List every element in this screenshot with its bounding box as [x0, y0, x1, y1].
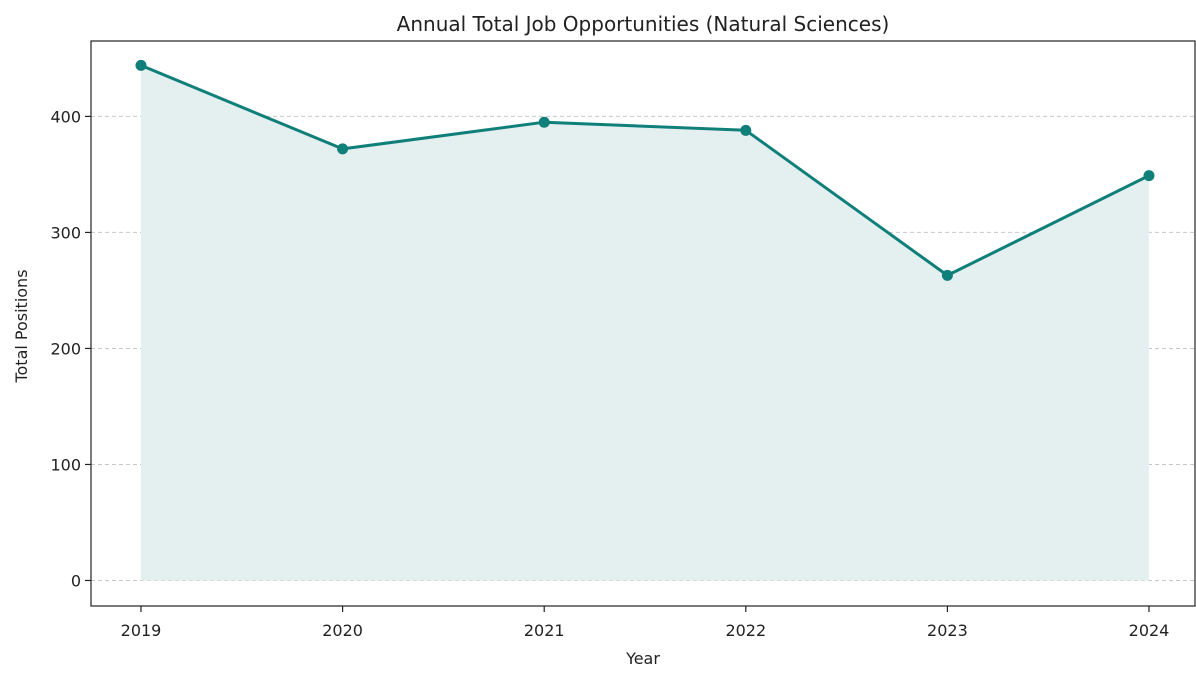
- series-line: [140, 64, 1150, 277]
- plot-frame: [90, 40, 1196, 607]
- chart-title: Annual Total Job Opportunities (Natural …: [397, 12, 890, 36]
- x-axis-ticks: 2019 2020 2021 2022 2023 2024: [121, 606, 1170, 640]
- data-point: [337, 143, 349, 155]
- y-tick-label: 400: [50, 107, 81, 126]
- x-tick-label: 2020: [322, 621, 363, 640]
- x-tick-label: 2021: [524, 621, 565, 640]
- x-tick-label: 2024: [1129, 621, 1170, 640]
- y-tick-label: 200: [50, 339, 81, 358]
- y-tick-label: 100: [50, 455, 81, 474]
- x-tick-label: 2023: [927, 621, 968, 640]
- x-tick-label: 2019: [121, 621, 162, 640]
- x-tick-label: 2022: [725, 621, 766, 640]
- data-point: [941, 269, 953, 281]
- data-point: [538, 116, 550, 128]
- x-axis-label: Year: [625, 649, 660, 668]
- data-point: [135, 59, 147, 71]
- y-tick-label: 300: [50, 223, 81, 242]
- y-axis-label: Total Positions: [12, 269, 31, 383]
- data-point: [1143, 170, 1155, 182]
- y-axis-ticks: 0 100 200 300 400: [50, 107, 91, 590]
- y-tick-label: 0: [71, 571, 81, 590]
- data-points: [135, 59, 1155, 281]
- area-fill: [141, 65, 1149, 581]
- data-point: [740, 124, 752, 136]
